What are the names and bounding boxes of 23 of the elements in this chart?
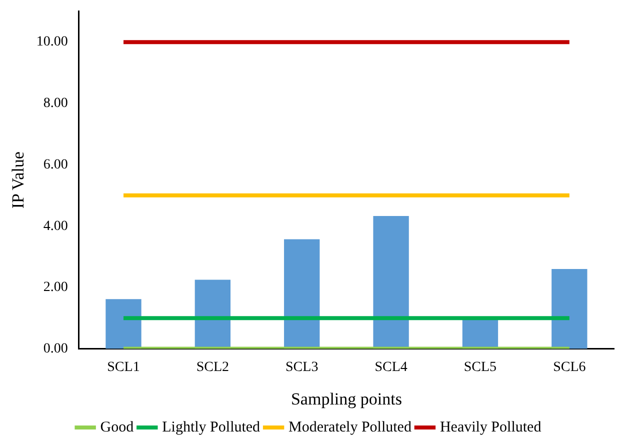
x-tick-label: SCL4 — [374, 360, 408, 375]
legend-label: Good — [100, 419, 134, 436]
x-tick-label: SCL1 — [107, 360, 140, 375]
x-axis-title: Sampling points — [290, 389, 402, 408]
y-tick-label: 6.00 — [43, 157, 68, 172]
legend-label: Lightly Polluted — [162, 419, 261, 436]
y-tick-label: 2.00 — [43, 280, 68, 296]
y-tick-label: 10.00 — [36, 34, 68, 50]
y-tick-label: 8.00 — [43, 96, 68, 112]
x-tick-label: SCL2 — [196, 360, 230, 375]
bar — [373, 216, 409, 349]
bar — [194, 280, 231, 349]
legend-label: Heavily Polluted — [440, 419, 542, 436]
bar — [284, 239, 320, 349]
bar — [106, 299, 142, 349]
y-axis-title: IP Value — [8, 152, 28, 209]
y-tick-label: 4.00 — [43, 218, 68, 234]
legend-label: Moderately Polluted — [288, 419, 412, 436]
x-tick-label: SCL5 — [464, 360, 497, 375]
x-tick-label: SCL3 — [286, 360, 318, 375]
x-tick-label: SCL6 — [553, 360, 586, 375]
bar — [552, 269, 588, 349]
y-tick-label: 0.00 — [43, 341, 68, 356]
